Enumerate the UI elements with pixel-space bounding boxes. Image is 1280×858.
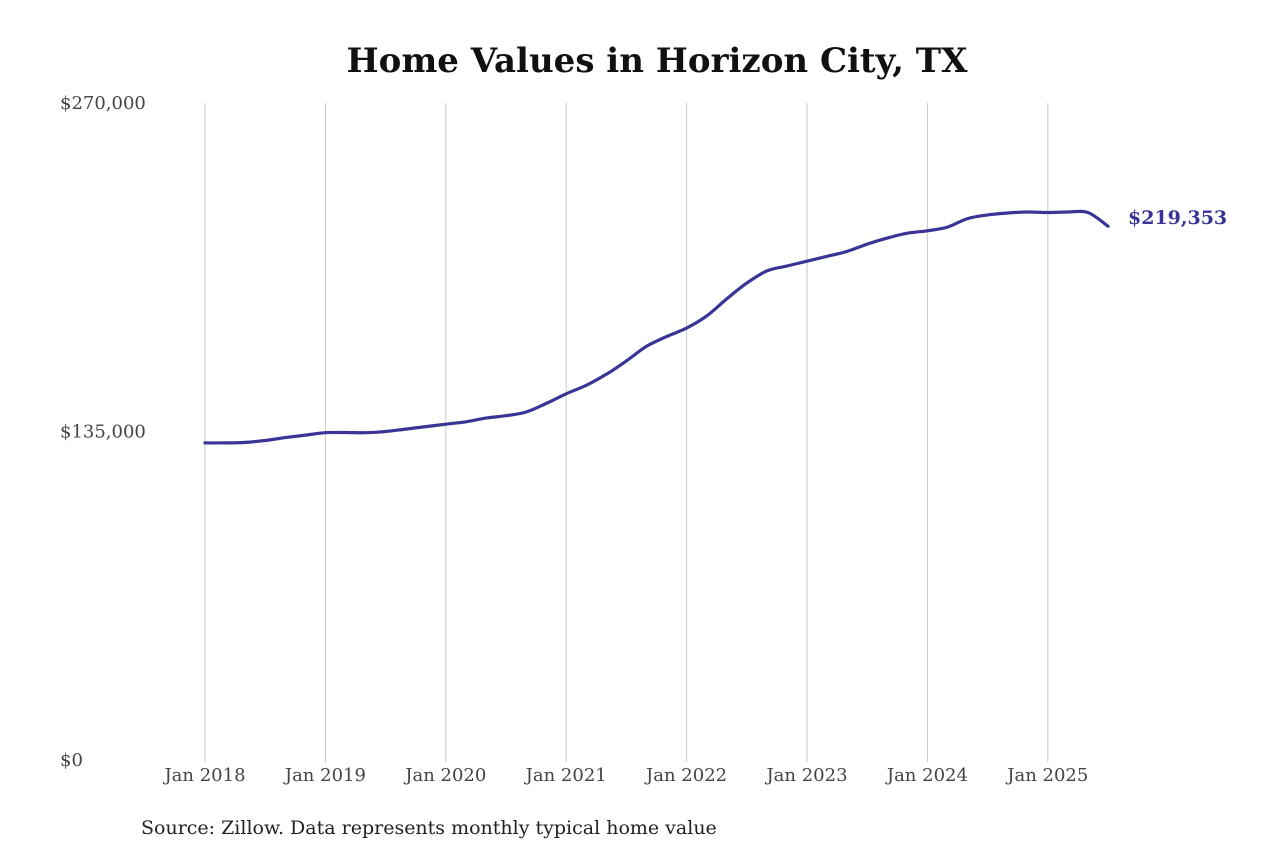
x-tick-label: Jan 2020 [403, 765, 486, 786]
x-tick-label: Jan 2021 [524, 765, 607, 786]
x-axis: Jan 2018 Jan 2019 Jan 2020 Jan 2021 Jan 2022… [162, 765, 1088, 786]
x-tick-label: Jan 2022 [644, 765, 727, 786]
y-tick-label: $270,000 [60, 93, 146, 114]
grid-layer [204, 103, 1049, 762]
source-note: Source: Zillow. Data represents monthly … [141, 817, 717, 839]
x-tick-label: Jan 2024 [885, 765, 968, 786]
chart-title: Home Values in Horizon City, TX [347, 41, 969, 81]
x-tick-label: Jan 2019 [283, 765, 366, 786]
line-layer: $219,353 [203, 207, 1227, 445]
end-value-label: $219,353 [1128, 207, 1227, 229]
home-value-line [203, 209, 1110, 445]
y-tick-label: $0 [60, 750, 83, 771]
x-tick-label: Jan 2025 [1005, 765, 1088, 786]
y-axis: $0 $135,000 $270,000 [60, 93, 146, 771]
x-tick-label: Jan 2023 [764, 765, 847, 786]
y-tick-label: $135,000 [60, 422, 146, 443]
x-tick-label: Jan 2018 [162, 765, 245, 786]
